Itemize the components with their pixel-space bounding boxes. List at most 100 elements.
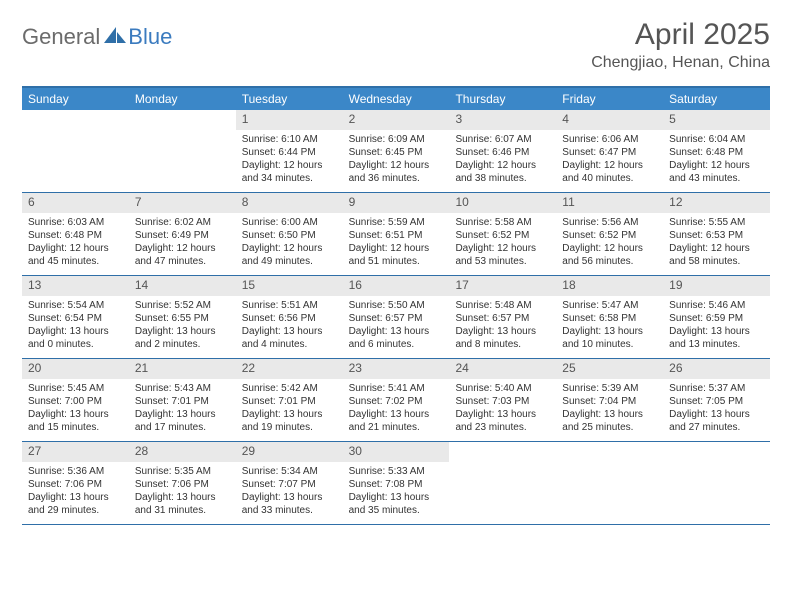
day-details: Sunrise: 6:06 AMSunset: 6:47 PMDaylight:…	[556, 130, 663, 191]
daylight-text: Daylight: 13 hours and 29 minutes.	[28, 491, 123, 517]
dow-cell: Friday	[556, 88, 663, 110]
sunrise-text: Sunrise: 5:50 AM	[349, 299, 444, 312]
daylight-text: Daylight: 12 hours and 49 minutes.	[242, 242, 337, 268]
sunset-text: Sunset: 6:48 PM	[669, 146, 764, 159]
sunrise-text: Sunrise: 5:34 AM	[242, 465, 337, 478]
calendar-week: 13Sunrise: 5:54 AMSunset: 6:54 PMDayligh…	[22, 276, 770, 359]
day-details: Sunrise: 5:54 AMSunset: 6:54 PMDaylight:…	[22, 296, 129, 357]
day-number: 25	[556, 359, 663, 379]
day-cell: 26Sunrise: 5:37 AMSunset: 7:05 PMDayligh…	[663, 359, 770, 441]
day-number: 8	[236, 193, 343, 213]
day-number: 28	[129, 442, 236, 462]
daylight-text: Daylight: 12 hours and 53 minutes.	[455, 242, 550, 268]
sunset-text: Sunset: 6:48 PM	[28, 229, 123, 242]
daylight-text: Daylight: 13 hours and 13 minutes.	[669, 325, 764, 351]
day-number: 14	[129, 276, 236, 296]
daylight-text: Daylight: 13 hours and 31 minutes.	[135, 491, 230, 517]
day-cell	[663, 442, 770, 524]
daylight-text: Daylight: 13 hours and 35 minutes.	[349, 491, 444, 517]
sunset-text: Sunset: 7:05 PM	[669, 395, 764, 408]
calendar-week: 1Sunrise: 6:10 AMSunset: 6:44 PMDaylight…	[22, 110, 770, 193]
daylight-text: Daylight: 12 hours and 56 minutes.	[562, 242, 657, 268]
day-number: 1	[236, 110, 343, 130]
sunrise-text: Sunrise: 6:02 AM	[135, 216, 230, 229]
sunset-text: Sunset: 7:06 PM	[135, 478, 230, 491]
day-number: 23	[343, 359, 450, 379]
day-number: 20	[22, 359, 129, 379]
daylight-text: Daylight: 13 hours and 25 minutes.	[562, 408, 657, 434]
day-cell: 19Sunrise: 5:46 AMSunset: 6:59 PMDayligh…	[663, 276, 770, 358]
day-number: 5	[663, 110, 770, 130]
day-cell: 1Sunrise: 6:10 AMSunset: 6:44 PMDaylight…	[236, 110, 343, 192]
day-cell	[129, 110, 236, 192]
day-cell: 14Sunrise: 5:52 AMSunset: 6:55 PMDayligh…	[129, 276, 236, 358]
sunrise-text: Sunrise: 5:45 AM	[28, 382, 123, 395]
sunset-text: Sunset: 7:03 PM	[455, 395, 550, 408]
day-number: 6	[22, 193, 129, 213]
day-cell: 21Sunrise: 5:43 AMSunset: 7:01 PMDayligh…	[129, 359, 236, 441]
sunrise-text: Sunrise: 5:56 AM	[562, 216, 657, 229]
day-cell: 16Sunrise: 5:50 AMSunset: 6:57 PMDayligh…	[343, 276, 450, 358]
sunset-text: Sunset: 6:50 PM	[242, 229, 337, 242]
day-details: Sunrise: 6:03 AMSunset: 6:48 PMDaylight:…	[22, 213, 129, 274]
sunset-text: Sunset: 6:45 PM	[349, 146, 444, 159]
sunset-text: Sunset: 7:01 PM	[242, 395, 337, 408]
day-number: 3	[449, 110, 556, 130]
sunset-text: Sunset: 6:52 PM	[455, 229, 550, 242]
dow-cell: Saturday	[663, 88, 770, 110]
daylight-text: Daylight: 13 hours and 10 minutes.	[562, 325, 657, 351]
day-details: Sunrise: 5:33 AMSunset: 7:08 PMDaylight:…	[343, 462, 450, 523]
day-cell: 8Sunrise: 6:00 AMSunset: 6:50 PMDaylight…	[236, 193, 343, 275]
logo-sail-icon	[104, 25, 126, 50]
day-details: Sunrise: 5:46 AMSunset: 6:59 PMDaylight:…	[663, 296, 770, 357]
logo: General Blue	[22, 24, 172, 50]
day-number	[449, 442, 556, 446]
day-cell: 15Sunrise: 5:51 AMSunset: 6:56 PMDayligh…	[236, 276, 343, 358]
sunrise-text: Sunrise: 5:43 AM	[135, 382, 230, 395]
logo-text-general: General	[22, 24, 100, 50]
day-details: Sunrise: 5:59 AMSunset: 6:51 PMDaylight:…	[343, 213, 450, 274]
sunset-text: Sunset: 7:08 PM	[349, 478, 444, 491]
day-cell: 22Sunrise: 5:42 AMSunset: 7:01 PMDayligh…	[236, 359, 343, 441]
dow-cell: Monday	[129, 88, 236, 110]
day-number: 9	[343, 193, 450, 213]
daylight-text: Daylight: 13 hours and 2 minutes.	[135, 325, 230, 351]
calendar-body: 1Sunrise: 6:10 AMSunset: 6:44 PMDaylight…	[22, 110, 770, 525]
daylight-text: Daylight: 13 hours and 21 minutes.	[349, 408, 444, 434]
day-cell: 3Sunrise: 6:07 AMSunset: 6:46 PMDaylight…	[449, 110, 556, 192]
sunrise-text: Sunrise: 5:33 AM	[349, 465, 444, 478]
day-details: Sunrise: 6:07 AMSunset: 6:46 PMDaylight:…	[449, 130, 556, 191]
day-details: Sunrise: 6:09 AMSunset: 6:45 PMDaylight:…	[343, 130, 450, 191]
day-details: Sunrise: 5:52 AMSunset: 6:55 PMDaylight:…	[129, 296, 236, 357]
day-cell: 7Sunrise: 6:02 AMSunset: 6:49 PMDaylight…	[129, 193, 236, 275]
calendar-week: 6Sunrise: 6:03 AMSunset: 6:48 PMDaylight…	[22, 193, 770, 276]
day-number: 27	[22, 442, 129, 462]
sunset-text: Sunset: 7:04 PM	[562, 395, 657, 408]
sunrise-text: Sunrise: 5:51 AM	[242, 299, 337, 312]
sunset-text: Sunset: 6:57 PM	[349, 312, 444, 325]
daylight-text: Daylight: 12 hours and 51 minutes.	[349, 242, 444, 268]
day-cell: 25Sunrise: 5:39 AMSunset: 7:04 PMDayligh…	[556, 359, 663, 441]
daylight-text: Daylight: 12 hours and 34 minutes.	[242, 159, 337, 185]
day-number: 11	[556, 193, 663, 213]
day-cell: 30Sunrise: 5:33 AMSunset: 7:08 PMDayligh…	[343, 442, 450, 524]
daylight-text: Daylight: 13 hours and 0 minutes.	[28, 325, 123, 351]
daylight-text: Daylight: 12 hours and 36 minutes.	[349, 159, 444, 185]
daylight-text: Daylight: 12 hours and 45 minutes.	[28, 242, 123, 268]
day-number: 15	[236, 276, 343, 296]
daylight-text: Daylight: 13 hours and 23 minutes.	[455, 408, 550, 434]
calendar-week: 20Sunrise: 5:45 AMSunset: 7:00 PMDayligh…	[22, 359, 770, 442]
day-number	[663, 442, 770, 446]
day-details: Sunrise: 6:02 AMSunset: 6:49 PMDaylight:…	[129, 213, 236, 274]
daylight-text: Daylight: 13 hours and 17 minutes.	[135, 408, 230, 434]
sunset-text: Sunset: 6:58 PM	[562, 312, 657, 325]
day-details: Sunrise: 5:55 AMSunset: 6:53 PMDaylight:…	[663, 213, 770, 274]
day-cell: 9Sunrise: 5:59 AMSunset: 6:51 PMDaylight…	[343, 193, 450, 275]
sunset-text: Sunset: 6:56 PM	[242, 312, 337, 325]
sunrise-text: Sunrise: 5:36 AM	[28, 465, 123, 478]
day-cell: 29Sunrise: 5:34 AMSunset: 7:07 PMDayligh…	[236, 442, 343, 524]
sunrise-text: Sunrise: 5:37 AM	[669, 382, 764, 395]
sunset-text: Sunset: 6:54 PM	[28, 312, 123, 325]
day-cell: 5Sunrise: 6:04 AMSunset: 6:48 PMDaylight…	[663, 110, 770, 192]
day-number: 19	[663, 276, 770, 296]
